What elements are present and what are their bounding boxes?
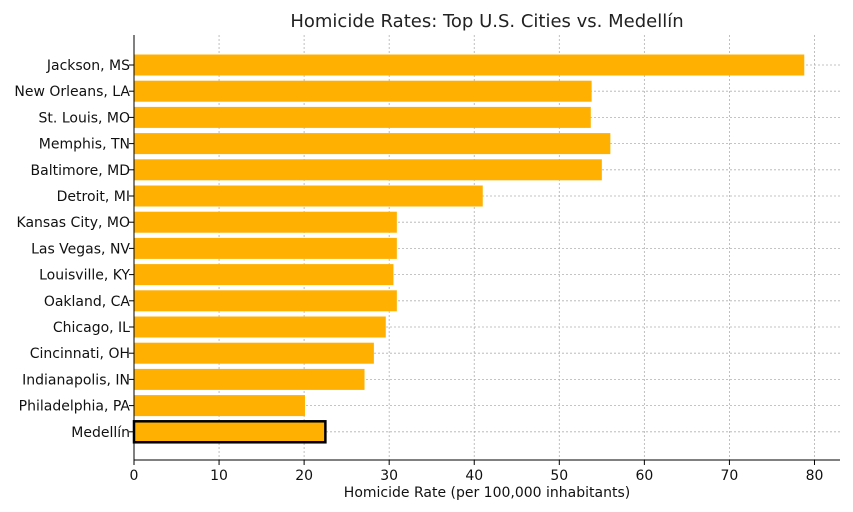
x-tick-label: 60 bbox=[635, 468, 653, 484]
y-tick-label: New Orleans, LA bbox=[14, 84, 130, 100]
y-tick-label: St. Louis, MO bbox=[39, 110, 130, 126]
bar-indianapolis-in bbox=[134, 369, 365, 390]
y-tick-label: Detroit, MI bbox=[57, 189, 130, 205]
x-axis-label: Homicide Rate (per 100,000 inhabitants) bbox=[344, 485, 630, 501]
y-tick-label: Indianapolis, IN bbox=[22, 372, 130, 388]
bar-cincinnati-oh bbox=[134, 343, 374, 364]
x-tick-label: 10 bbox=[210, 468, 228, 484]
y-tick-label: Oakland, CA bbox=[44, 294, 131, 310]
bar-medell-n bbox=[134, 421, 325, 442]
y-tick-label: Chicago, IL bbox=[53, 320, 130, 336]
x-tick-label: 20 bbox=[295, 468, 313, 484]
bar-oakland-ca bbox=[134, 290, 397, 311]
y-tick-label: Cincinnati, OH bbox=[30, 346, 130, 362]
bar-louisville-ky bbox=[134, 264, 393, 285]
chart: Jackson, MS New Orleans, LA St. Louis, MO M… bbox=[0, 0, 853, 512]
bar-las-vegas-nv bbox=[134, 238, 397, 259]
y-tick-labels: Jackson, MS New Orleans, LA St. Louis, MO M… bbox=[14, 58, 130, 441]
x-tick-label: 0 bbox=[130, 468, 139, 484]
x-tick-label: 80 bbox=[806, 468, 824, 484]
y-tick-label: Baltimore, MD bbox=[31, 163, 130, 179]
y-tick-label: Kansas City, MO bbox=[17, 215, 130, 231]
bar-st-louis-mo bbox=[134, 107, 591, 128]
x-tick-label: 50 bbox=[550, 468, 568, 484]
y-tick-label: Medellín bbox=[71, 425, 130, 441]
bar-new-orleans-la bbox=[134, 81, 592, 102]
bar-baltimore-md bbox=[134, 159, 602, 180]
y-tick-label: Memphis, TN bbox=[39, 137, 130, 153]
chart-title: Homicide Rates: Top U.S. Cities vs. Mede… bbox=[290, 11, 683, 32]
bar-jackson-ms bbox=[134, 55, 804, 76]
x-tick-label: 30 bbox=[380, 468, 398, 484]
y-tick-label: Jackson, MS bbox=[46, 58, 130, 74]
bar-kansas-city-mo bbox=[134, 212, 397, 233]
x-tick-labels: 0 10 20 30 40 50 60 70 80 bbox=[130, 468, 824, 484]
bar-detroit-mi bbox=[134, 186, 483, 207]
x-tick-label: 70 bbox=[721, 468, 739, 484]
bar-philadelphia-pa bbox=[134, 395, 305, 416]
y-tick-label: Louisville, KY bbox=[39, 268, 130, 284]
bar-memphis-tn bbox=[134, 133, 610, 154]
y-tick-label: Philadelphia, PA bbox=[19, 399, 131, 415]
y-tick-label: Las Vegas, NV bbox=[31, 241, 130, 257]
x-tick-label: 40 bbox=[465, 468, 483, 484]
bar-chicago-il bbox=[134, 317, 386, 338]
